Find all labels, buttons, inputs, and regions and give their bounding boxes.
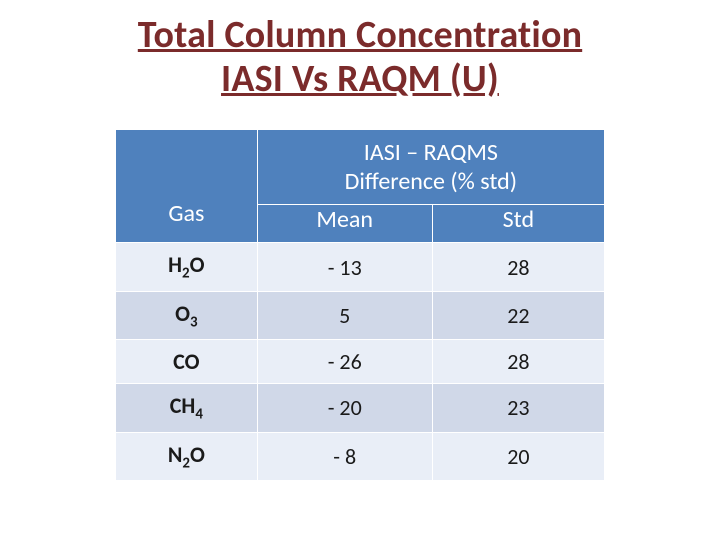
cell-mean: - 13 [257,243,432,291]
cell-gas: O3 [116,291,258,339]
cell-gas: CO [116,340,258,384]
cell-std: 20 [432,432,604,480]
slide: Total Column Concentration IASI Vs RAQM … [0,0,720,540]
page-title: Total Column Concentration IASI Vs RAQM … [0,14,720,101]
cell-gas: H2O [116,243,258,291]
cell-std: 28 [432,243,604,291]
table-row: N2O - 8 20 [116,432,605,480]
cell-gas: CH4 [116,384,258,432]
col-header-gas: Gas [116,130,258,243]
cell-mean: - 8 [257,432,432,480]
cell-mean: - 20 [257,384,432,432]
table-row: CO - 26 28 [116,340,605,384]
table-row: CH4 - 20 23 [116,384,605,432]
table-row: O3 5 22 [116,291,605,339]
data-table: Gas IASI – RAQMS Difference (% std) Mean… [115,129,605,481]
diff-header-line1: IASI – RAQMS [364,138,498,167]
cell-mean: - 26 [257,340,432,384]
col-header-mean: Mean [257,205,432,243]
col-header-std: Std [432,205,604,243]
title-line-2: IASI Vs RAQM (U) [221,56,499,102]
cell-std: 23 [432,384,604,432]
cell-mean: 5 [257,291,432,339]
cell-std: 22 [432,291,604,339]
cell-std: 28 [432,340,604,384]
title-line-1: Total Column Concentration [138,12,582,58]
col-header-diff: IASI – RAQMS Difference (% std) [257,130,604,205]
table-body: H2O - 13 28 O3 5 22 CO - 26 28 CH4 - 20 … [116,243,605,481]
table-row: H2O - 13 28 [116,243,605,291]
cell-gas: N2O [116,432,258,480]
diff-header-line2: Difference (% std) [345,167,517,196]
